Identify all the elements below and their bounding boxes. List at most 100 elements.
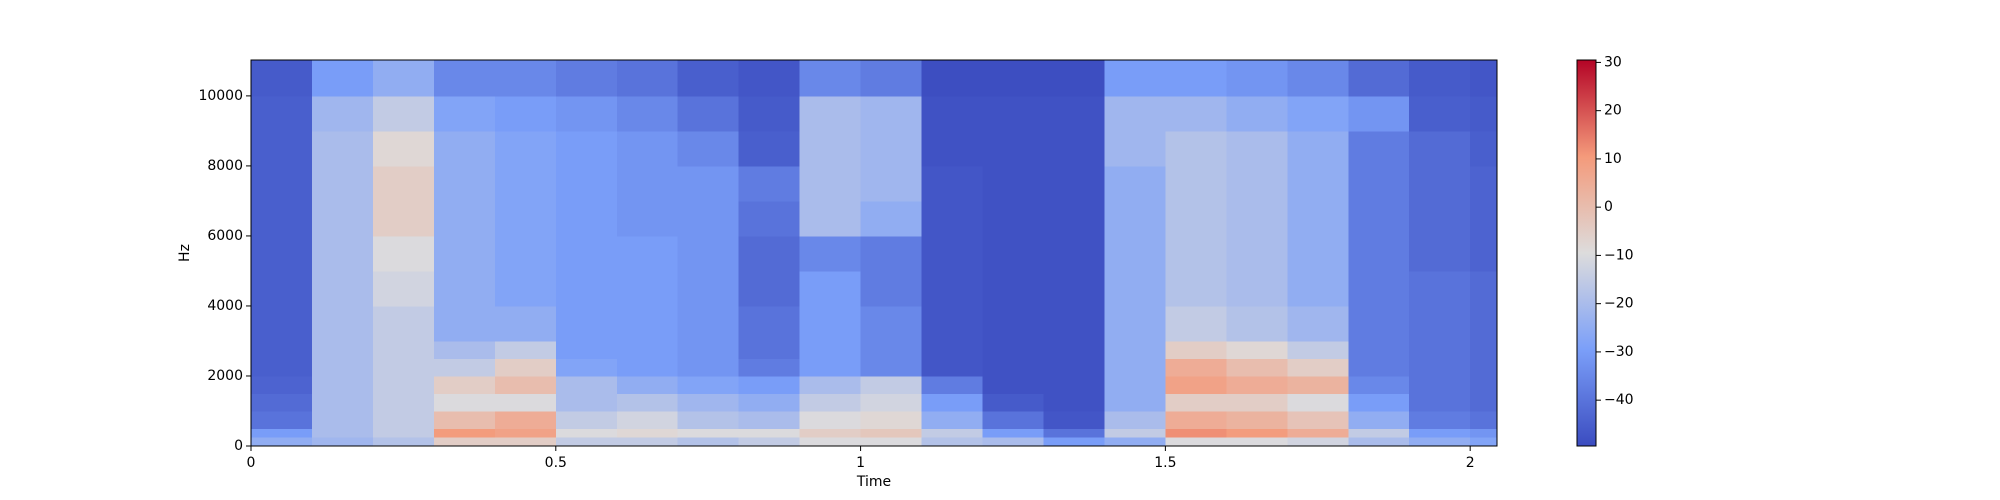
cell: [1043, 235, 1105, 272]
cell: [311, 130, 374, 167]
cell: [921, 165, 984, 202]
cell: [1043, 340, 1105, 359]
cell: [311, 437, 374, 447]
cell: [1226, 60, 1288, 97]
cell: [311, 200, 374, 237]
cell: [738, 270, 801, 307]
cell: [1165, 95, 1227, 132]
cell: [372, 130, 435, 167]
colorbar: [1576, 59, 1597, 447]
cell: [555, 393, 618, 412]
cell: [1104, 165, 1166, 202]
cell: [1470, 428, 1498, 438]
cell: [616, 437, 679, 447]
cell: [860, 165, 923, 202]
y-tick-label: 2000: [207, 368, 243, 384]
cell: [1165, 428, 1227, 438]
x-axis-label: Time: [856, 474, 891, 490]
cell: [1287, 95, 1349, 132]
cell: [1165, 358, 1227, 377]
cell: [1043, 95, 1105, 132]
cell: [1287, 437, 1349, 447]
cell: [433, 410, 496, 429]
cell: [982, 305, 1044, 342]
cell: [433, 358, 496, 377]
cell: [738, 358, 801, 377]
cell: [982, 270, 1044, 307]
cell: [372, 428, 435, 438]
cell: [1348, 410, 1410, 429]
cell: [372, 410, 435, 429]
cell: [738, 437, 801, 447]
cell: [494, 437, 557, 447]
cell: [1348, 95, 1410, 132]
cell: [1226, 270, 1288, 307]
cell: [1348, 340, 1410, 359]
cell: [555, 60, 618, 97]
cell: [1348, 60, 1410, 97]
cell: [311, 428, 374, 438]
cell: [799, 235, 862, 272]
cell: [494, 305, 557, 342]
cell: [1287, 60, 1349, 97]
cell: [433, 428, 496, 438]
cell: [1287, 428, 1349, 438]
cell: [799, 270, 862, 307]
y-tick-label: 10000: [198, 88, 243, 104]
cell: [311, 270, 374, 307]
cell: [799, 428, 862, 438]
cell: [616, 375, 679, 394]
cell: [1409, 437, 1471, 447]
cell: [1104, 340, 1166, 359]
cell: [555, 358, 618, 377]
cell: [982, 410, 1044, 429]
cell: [616, 305, 679, 342]
cell: [1165, 340, 1227, 359]
y-tick-label: 4000: [207, 298, 243, 314]
cell: [921, 340, 984, 359]
cell: [1104, 375, 1166, 394]
cell: [1409, 375, 1471, 394]
cell: [251, 340, 313, 359]
cell: [555, 95, 618, 132]
cell: [1165, 270, 1227, 307]
cell: [677, 375, 740, 394]
cell: [372, 358, 435, 377]
cell: [372, 270, 435, 307]
cell: [1104, 305, 1166, 342]
cell: [738, 200, 801, 237]
cell: [251, 200, 313, 237]
cell: [494, 200, 557, 237]
cell: [860, 375, 923, 394]
cell: [433, 60, 496, 97]
cell: [1043, 130, 1105, 167]
cell: [1470, 340, 1498, 359]
cell: [372, 437, 435, 447]
cell: [982, 95, 1044, 132]
cell: [494, 410, 557, 429]
cell: [921, 428, 984, 438]
cell: [738, 410, 801, 429]
cell: [1287, 410, 1349, 429]
cell: [251, 375, 313, 394]
cell: [1409, 393, 1471, 412]
cell: [1165, 165, 1227, 202]
cell: [860, 60, 923, 97]
cell: [1104, 358, 1166, 377]
cell: [1226, 305, 1288, 342]
cell: [1043, 375, 1105, 394]
cell: [1287, 200, 1349, 237]
cell: [616, 60, 679, 97]
cell: [1287, 130, 1349, 167]
colorbar-tick-label: −20: [1604, 296, 1634, 312]
cell: [677, 60, 740, 97]
cell: [433, 235, 496, 272]
cell: [494, 340, 557, 359]
cell: [738, 428, 801, 438]
cell: [1409, 270, 1471, 307]
cell: [738, 235, 801, 272]
cell: [1470, 165, 1498, 202]
cell: [860, 428, 923, 438]
cell: [616, 95, 679, 132]
cell: [494, 428, 557, 438]
